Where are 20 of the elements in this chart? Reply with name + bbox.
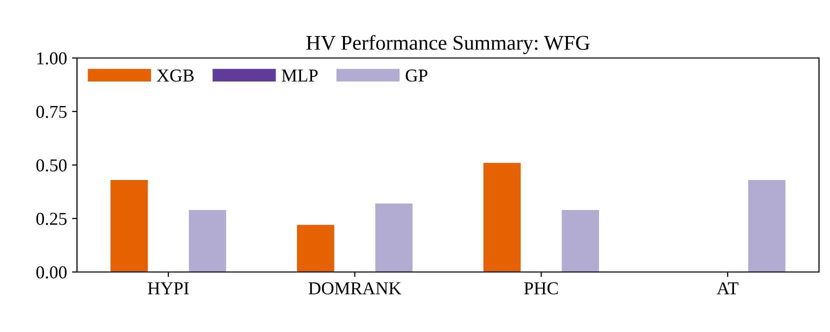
y-tick-label: 1.00: [37, 52, 67, 65]
bar: [375, 204, 413, 272]
bar: [483, 162, 521, 272]
x-tick-label: PHC: [524, 282, 558, 294]
y-tick-label: 0.00: [36, 266, 67, 279]
legend-label: MLP: [282, 70, 318, 82]
bar: [562, 210, 600, 272]
y-tick-label: 0.25: [36, 212, 67, 226]
bar: [296, 224, 334, 272]
x-tick-label: DOMRANK: [308, 282, 402, 294]
x-tick-label: AT: [716, 282, 738, 294]
chart-title: HV Performance Summary: WFG: [306, 35, 590, 54]
bar: [748, 180, 786, 272]
y-tick-label: 0.75: [36, 106, 67, 118]
x-tick-label: HYPI: [148, 282, 189, 294]
bar: [188, 210, 226, 272]
legend-label: GP: [406, 70, 428, 82]
legend-label: XGB: [156, 70, 194, 82]
bar: [110, 180, 148, 272]
y-tick-label: 0.50: [36, 159, 67, 172]
